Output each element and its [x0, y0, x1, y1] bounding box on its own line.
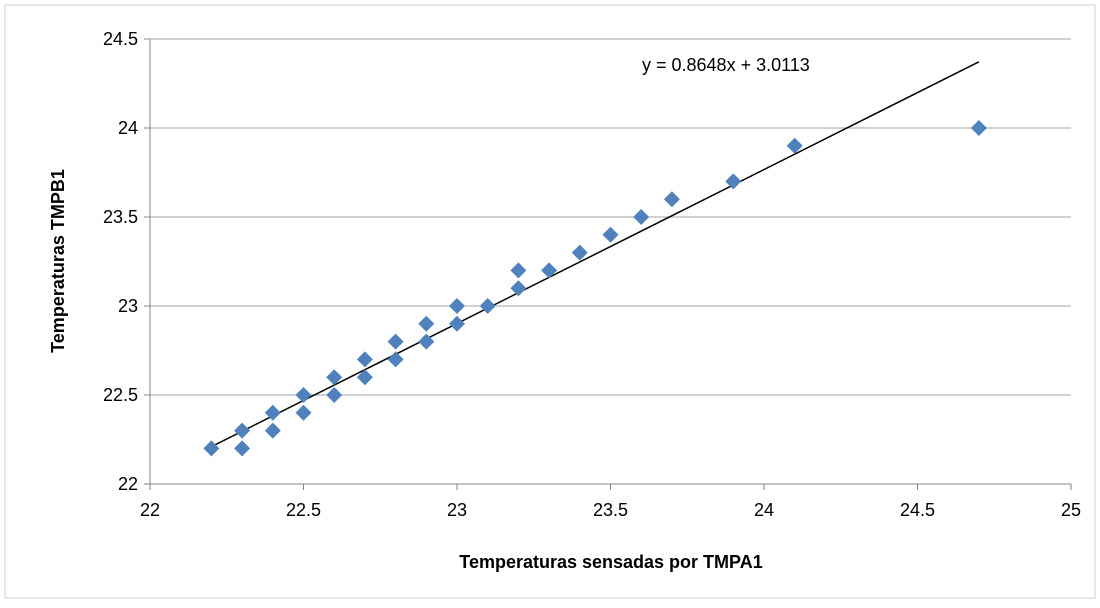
data-point [602, 226, 619, 243]
data-point [356, 369, 373, 386]
x-tick-label: 23 [447, 500, 467, 520]
x-tick-label: 25 [1061, 500, 1081, 520]
data-point [326, 387, 343, 403]
y-tick-label: 24.5 [103, 29, 138, 49]
x-tick-label: 22 [140, 500, 160, 520]
trendline-equation: y = 0.8648x + 3.0113 [642, 55, 810, 75]
data-point [418, 333, 435, 350]
x-tick-label: 22.5 [286, 500, 321, 520]
x-tick-label: 24.5 [900, 500, 935, 520]
data-point [264, 404, 281, 421]
y-tick-label: 24 [118, 118, 138, 138]
data-point [571, 244, 588, 261]
data-point [510, 262, 527, 279]
data-point [295, 387, 312, 403]
x-tick-label: 24 [754, 500, 774, 520]
data-point [203, 440, 220, 457]
x-axis-title: Temperaturas sensadas por TMPA1 [459, 552, 762, 572]
data-point [326, 369, 343, 386]
data-point [786, 137, 803, 154]
data-point [541, 262, 558, 279]
data-point [633, 209, 650, 225]
data-point [418, 315, 435, 332]
data-point [663, 191, 680, 208]
trendline [211, 61, 980, 448]
data-point [449, 298, 465, 314]
data-point [970, 120, 987, 136]
y-tick-label: 22 [118, 474, 138, 494]
data-point [387, 333, 404, 350]
data-point [725, 173, 742, 190]
data-point [234, 440, 251, 457]
data-point [387, 351, 404, 368]
y-tick-label: 23.5 [103, 207, 138, 227]
data-point [234, 422, 251, 439]
x-tick-label: 23.5 [593, 500, 628, 520]
y-tick-label: 22.5 [103, 385, 138, 405]
y-axis-title: Temperaturas TMPB1 [48, 169, 68, 353]
data-point [356, 351, 373, 368]
data-point [510, 280, 527, 297]
axes [144, 38, 1072, 490]
data-point [295, 404, 312, 421]
trendline-group [211, 61, 980, 448]
y-tick-label: 23 [118, 296, 138, 316]
data-point [449, 315, 465, 332]
tick-labels: 22 22.5 23 23.5 24 24.5 22 22.5 23 23.5 24 24.5 25 [103, 29, 1081, 520]
data-point [264, 422, 281, 439]
chart-border [4, 4, 1096, 599]
data-point [479, 298, 496, 314]
data-points [203, 120, 987, 457]
